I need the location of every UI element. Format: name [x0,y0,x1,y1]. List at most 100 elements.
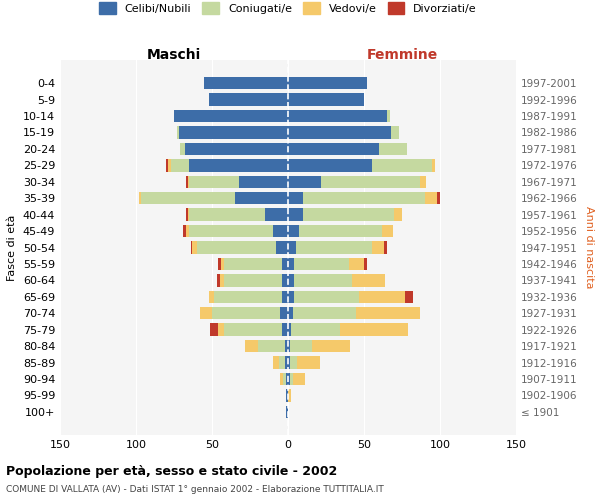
Bar [245,340,257,352]
Bar [192,242,197,254]
Bar [279,356,285,368]
Bar [288,356,290,368]
Bar [288,77,367,90]
Bar [218,324,224,336]
Bar [296,242,371,254]
Bar [282,324,288,336]
Bar [174,110,288,122]
Bar [257,340,285,352]
Bar [286,373,288,385]
Bar [288,126,391,138]
Bar [340,324,408,336]
Bar [425,192,437,204]
Bar [286,406,288,418]
Bar [140,192,235,204]
Bar [290,340,313,352]
Text: Maschi: Maschi [147,48,201,62]
Y-axis label: Fasce di età: Fasce di età [7,214,17,280]
Bar [139,192,140,204]
Bar [405,290,413,303]
Bar [180,143,185,155]
Bar [294,274,352,286]
Bar [394,208,402,221]
Bar [379,143,407,155]
Bar [288,373,290,385]
Bar [285,340,288,352]
Bar [364,258,367,270]
Bar [352,274,385,286]
Bar [294,290,359,303]
Bar [288,389,291,402]
Bar [214,290,282,303]
Legend: Celibi/Nubili, Coniugati/e, Vedovi/e, Divorziati/e: Celibi/Nubili, Coniugati/e, Vedovi/e, Di… [95,0,481,18]
Bar [239,176,288,188]
Bar [183,225,186,237]
Bar [288,307,293,320]
Bar [356,307,420,320]
Bar [288,159,371,172]
Bar [189,225,273,237]
Bar [280,307,288,320]
Bar [212,307,280,320]
Bar [282,274,288,286]
Bar [382,225,393,237]
Bar [313,340,350,352]
Bar [288,208,303,221]
Bar [384,242,387,254]
Bar [420,176,427,188]
Bar [297,356,320,368]
Bar [293,307,356,320]
Bar [168,159,171,172]
Bar [299,225,382,237]
Bar [294,258,349,270]
Bar [197,242,276,254]
Bar [276,242,288,254]
Bar [200,307,212,320]
Bar [359,290,405,303]
Bar [303,192,425,204]
Bar [349,258,364,270]
Bar [166,159,168,172]
Bar [189,208,265,221]
Bar [265,208,288,221]
Bar [288,94,364,106]
Bar [288,274,294,286]
Bar [282,258,288,270]
Bar [235,192,288,204]
Bar [391,126,399,138]
Text: COMUNE DI VALLATA (AV) - Dati ISTAT 1° gennaio 2002 - Elaborazione TUTTITALIA.IT: COMUNE DI VALLATA (AV) - Dati ISTAT 1° g… [6,485,384,494]
Bar [288,192,303,204]
Bar [273,225,288,237]
Bar [224,274,282,286]
Bar [288,340,290,352]
Bar [288,143,379,155]
Bar [283,373,286,385]
Bar [286,389,288,402]
Text: Popolazione per età, sesso e stato civile - 2002: Popolazione per età, sesso e stato civil… [6,465,337,478]
Bar [371,159,433,172]
Bar [221,258,224,270]
Bar [191,242,192,254]
Bar [220,274,224,286]
Y-axis label: Anni di nascita: Anni di nascita [584,206,594,289]
Bar [322,176,420,188]
Bar [288,258,294,270]
Bar [189,176,239,188]
Bar [185,143,288,155]
Bar [433,159,436,172]
Bar [288,176,322,188]
Bar [387,110,390,122]
Bar [293,373,305,385]
Bar [437,192,440,204]
Bar [209,290,214,303]
Bar [303,208,394,221]
Bar [186,225,189,237]
Bar [371,242,384,254]
Bar [288,324,291,336]
Bar [179,126,288,138]
Bar [290,373,293,385]
Bar [209,94,288,106]
Bar [280,373,283,385]
Bar [282,290,288,303]
Bar [188,208,189,221]
